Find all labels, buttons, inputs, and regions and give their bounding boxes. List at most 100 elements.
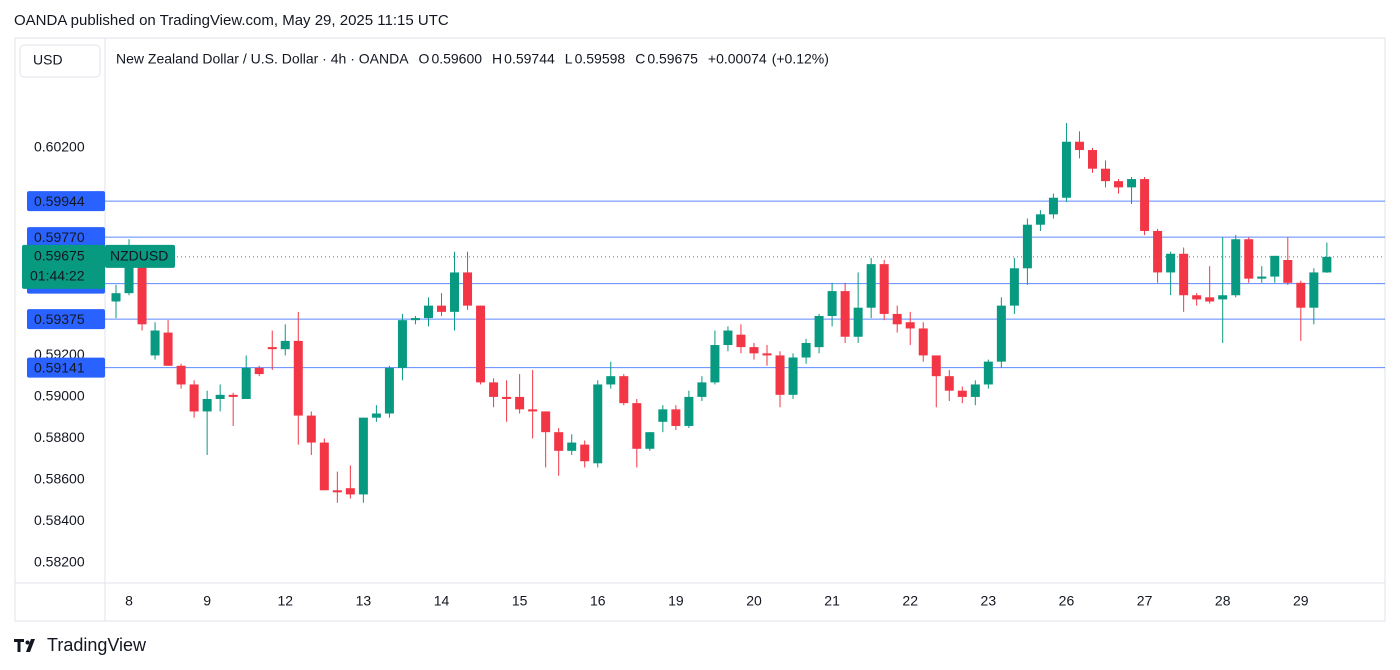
candle-body	[384, 367, 394, 414]
candle-body	[1035, 214, 1045, 225]
currency[interactable]: USD	[33, 52, 63, 68]
symbol-title: New Zealand Dollar / U.S. Dollar · 4h · …	[116, 51, 409, 67]
candle-body	[423, 305, 433, 319]
x-tick-label: 27	[1137, 593, 1153, 609]
candle-body	[853, 307, 863, 337]
candle-body	[632, 403, 642, 449]
currency-box[interactable]	[19, 44, 101, 78]
price-level-tag	[27, 191, 105, 212]
brand: TradingView	[47, 635, 147, 655]
x-tick-label: 20	[746, 593, 762, 609]
candle-body	[619, 376, 629, 404]
candle-body	[111, 293, 121, 302]
candle-body	[189, 384, 199, 412]
candle-body	[1218, 295, 1228, 300]
candle-body	[371, 413, 381, 418]
x-tick-label: 15	[512, 593, 528, 609]
candle-body	[554, 432, 564, 451]
current-price-label: 0.59675	[34, 248, 85, 264]
candle-body	[1192, 295, 1202, 300]
x-tick-label: 28	[1215, 593, 1231, 609]
y-tick-label: 0.58200	[34, 554, 85, 570]
candle-body	[762, 353, 772, 356]
y-tick-label: 0.60200	[34, 139, 85, 155]
x-tick-label: 12	[277, 593, 293, 609]
candle-body	[137, 264, 147, 325]
candle-body	[671, 409, 681, 426]
candle-body	[176, 365, 186, 385]
candle-body	[905, 322, 915, 329]
ohlc-value: 0.59598	[575, 51, 626, 67]
candle-body	[1114, 181, 1124, 188]
candle-body	[1166, 253, 1176, 273]
price-level-label: 0.59141	[34, 359, 85, 375]
candle-body	[1309, 272, 1319, 308]
ohlc-value: 0.59675	[647, 51, 698, 67]
candle-body	[306, 415, 316, 443]
candle-body	[280, 340, 290, 350]
candle-body	[397, 320, 407, 368]
candle-body	[124, 255, 134, 294]
publisher-line: OANDA published on TradingView.com, May …	[14, 12, 449, 29]
candle-body	[593, 384, 603, 464]
candle-body	[697, 382, 707, 397]
candle-body	[476, 305, 486, 383]
candle-body	[1231, 239, 1241, 296]
ohlc-value: 0.59600	[431, 51, 482, 67]
candle-body	[410, 318, 420, 321]
candle-body	[1009, 268, 1019, 306]
candle-body	[645, 432, 655, 449]
candle-body	[319, 442, 329, 491]
candle-body	[463, 272, 473, 306]
candle-body	[840, 291, 850, 337]
candle-body	[723, 330, 733, 346]
candle-body	[267, 347, 277, 350]
candle-body	[918, 328, 928, 356]
x-tick-label: 22	[902, 593, 918, 609]
candle-body	[332, 490, 342, 493]
candle-body	[293, 340, 303, 416]
price-level-tag	[27, 357, 105, 378]
candle-body	[944, 376, 954, 391]
candle-body	[515, 396, 525, 410]
candle-body	[1257, 276, 1267, 279]
candle-body	[749, 347, 759, 354]
x-tick-label: 29	[1293, 593, 1309, 609]
candle-body	[983, 361, 993, 385]
price-level-tag	[27, 227, 105, 248]
symbol-tag	[105, 244, 175, 268]
x-tick-label: 26	[1059, 593, 1075, 609]
candle-body	[879, 264, 889, 314]
candle-body	[1048, 197, 1058, 215]
candle-body	[931, 355, 941, 377]
candle-body	[489, 382, 499, 397]
candle-body	[215, 394, 225, 399]
symbol-label: NZDUSD	[110, 248, 168, 264]
candle-body	[1127, 179, 1137, 188]
y-tick-label: 0.58400	[34, 512, 85, 528]
x-tick-label: 23	[981, 593, 997, 609]
ohlc-value: 0.59744	[504, 51, 555, 67]
candle-body	[502, 396, 512, 399]
candle-body	[801, 342, 811, 358]
y-tick-label: 0.58800	[34, 429, 85, 445]
candle-body	[1270, 255, 1280, 277]
y-tick-label: 0.59000	[34, 388, 85, 404]
candle-body	[1061, 141, 1071, 198]
candle-body	[827, 291, 837, 316]
brand-logo	[14, 639, 35, 652]
candle-body	[345, 488, 355, 495]
price-level-tag	[27, 309, 105, 330]
x-tick-label: 21	[824, 593, 840, 609]
candle-body	[606, 376, 616, 385]
candle-body	[358, 417, 368, 495]
candle-body	[957, 390, 967, 397]
chart-frame	[14, 37, 1386, 622]
ohlc-key: L	[565, 51, 573, 67]
price-level-label: 0.59944	[34, 193, 85, 209]
candle-body	[970, 384, 980, 397]
candle-body	[1322, 256, 1332, 273]
candle-body	[254, 367, 264, 375]
price-level-label: 0.59770	[34, 229, 85, 245]
